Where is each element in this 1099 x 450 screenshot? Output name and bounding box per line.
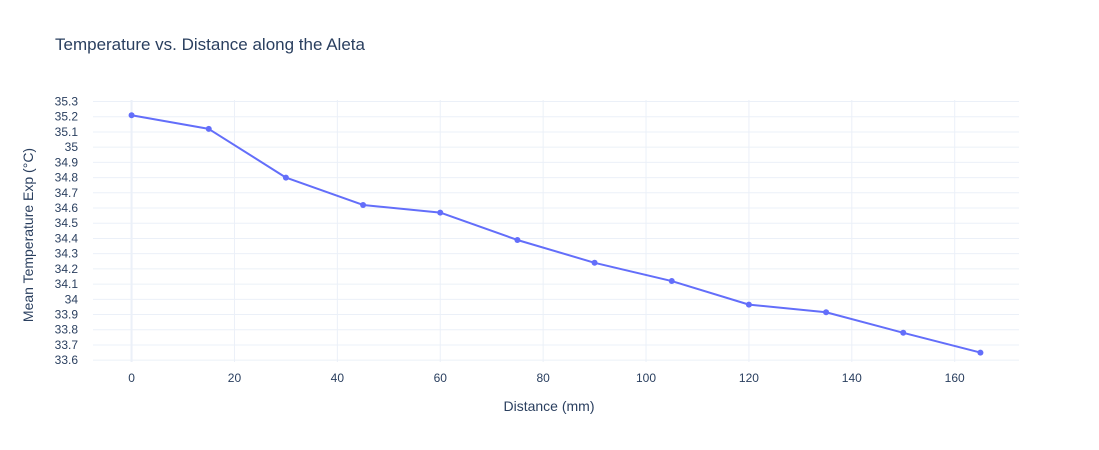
y-tick-label: 35.1 — [55, 125, 79, 139]
x-tick-label: 100 — [636, 371, 656, 385]
x-tick-label: 0 — [128, 371, 135, 385]
y-tick-label: 34.6 — [55, 201, 79, 215]
y-tick-label: 34.4 — [55, 231, 79, 245]
y-axis-ticks: 33.633.733.833.93434.134.234.334.434.534… — [55, 95, 79, 368]
y-tick-label: 34.1 — [55, 277, 79, 291]
y-tick-label: 33.6 — [55, 353, 79, 367]
y-tick-label: 33.7 — [55, 338, 79, 352]
y-tick-label: 34.5 — [55, 216, 79, 230]
x-axis-label: Distance (mm) — [503, 398, 594, 414]
x-tick-label: 20 — [228, 371, 242, 385]
y-tick-label: 34.2 — [55, 262, 79, 276]
data-point — [668, 278, 675, 285]
data-point — [823, 309, 830, 316]
y-axis-label: Mean Temperature Exp (°C) — [20, 148, 36, 322]
data-point — [205, 125, 212, 132]
chart-title: Temperature vs. Distance along the Aleta — [55, 35, 365, 54]
x-tick-label: 60 — [434, 371, 448, 385]
y-tick-label: 34.8 — [55, 171, 79, 185]
data-point — [437, 209, 444, 216]
y-tick-label: 34 — [65, 292, 79, 306]
x-tick-label: 120 — [739, 371, 759, 385]
y-tick-label: 33.8 — [55, 323, 79, 337]
x-tick-label: 140 — [842, 371, 862, 385]
data-point — [977, 349, 984, 356]
y-tick-label: 34.9 — [55, 155, 79, 169]
y-tick-label: 34.7 — [55, 186, 79, 200]
data-point — [360, 201, 367, 208]
y-tick-label: 35.2 — [55, 110, 79, 124]
data-point — [745, 301, 752, 308]
data-point — [282, 174, 289, 181]
data-point — [900, 329, 907, 336]
y-tick-label: 35 — [65, 140, 79, 154]
series-line — [131, 114, 981, 354]
x-tick-label: 160 — [945, 371, 965, 385]
y-tick-label: 35.3 — [55, 95, 79, 109]
data-point — [128, 112, 135, 119]
y-tick-label: 33.9 — [55, 308, 79, 322]
series-layer — [128, 112, 984, 356]
grid — [93, 100, 1019, 362]
x-tick-label: 40 — [331, 371, 345, 385]
data-point — [514, 236, 521, 243]
x-axis-ticks: 0 20 40 60 80 100 120 140 160 — [128, 371, 965, 385]
data-point — [591, 259, 598, 266]
x-tick-label: 80 — [536, 371, 550, 385]
y-tick-label: 34.3 — [55, 247, 79, 261]
